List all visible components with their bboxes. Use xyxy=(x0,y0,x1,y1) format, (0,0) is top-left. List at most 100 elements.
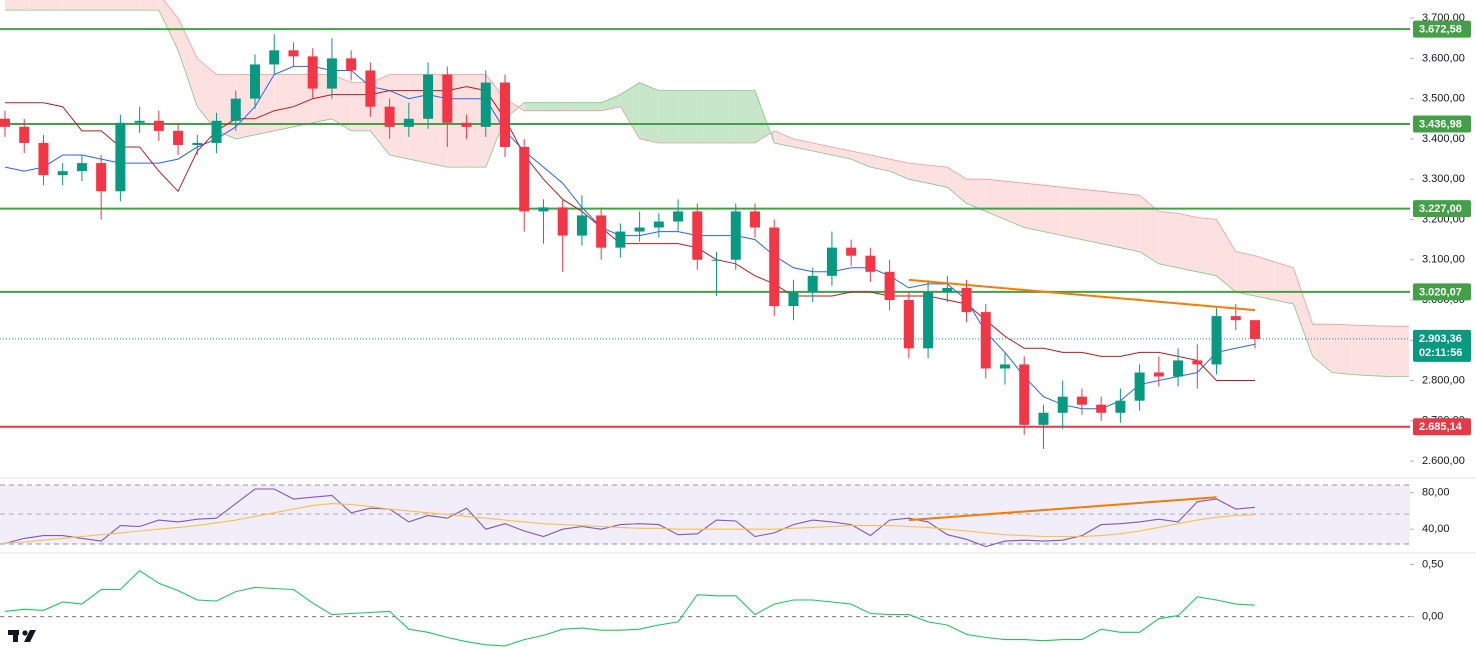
candle-body xyxy=(461,122,472,127)
candle-body xyxy=(538,207,549,212)
level-label-box xyxy=(1413,115,1471,133)
cloud-fill xyxy=(1197,217,1217,276)
cloud-fill xyxy=(1158,211,1179,268)
cloud-fill xyxy=(928,165,948,188)
candle-body xyxy=(942,287,953,292)
candle-body xyxy=(96,163,107,192)
series-line xyxy=(4,503,1256,544)
candle-body xyxy=(1153,372,1164,377)
cloud-fill xyxy=(120,0,140,11)
candle-body xyxy=(38,142,49,176)
candle-body xyxy=(57,171,68,176)
cloud-fill xyxy=(101,0,121,11)
cloud-fill xyxy=(1370,325,1390,377)
candle-body xyxy=(346,58,357,71)
cloud-fill xyxy=(581,102,602,111)
tradingview-logo xyxy=(8,630,36,642)
candle-body xyxy=(1192,360,1203,365)
candle-body xyxy=(769,227,780,307)
cloud-fill xyxy=(562,102,582,111)
candle-body xyxy=(1057,396,1068,413)
cloud-fill xyxy=(1024,183,1044,232)
cloud-fill xyxy=(601,94,621,111)
level-label-box xyxy=(1413,200,1471,218)
candle-body xyxy=(788,291,799,307)
candle-body xyxy=(365,70,376,107)
level-label-box xyxy=(1413,418,1471,436)
series-line xyxy=(4,488,1256,548)
cloud-fill xyxy=(812,142,832,156)
candle-body xyxy=(653,221,664,228)
cloud-fill xyxy=(1178,213,1198,272)
candle-body xyxy=(1115,400,1126,413)
cloud-fill xyxy=(389,74,409,160)
candle-body xyxy=(961,287,972,313)
candle-body xyxy=(1230,316,1241,321)
cloud-fill xyxy=(62,0,82,11)
cloud-fill xyxy=(1235,251,1255,296)
cloud-fill xyxy=(274,74,294,131)
cloud-fill xyxy=(1351,324,1371,376)
cloud-fill xyxy=(1120,193,1140,252)
cloud-fill xyxy=(697,90,717,143)
cloud-fill xyxy=(908,163,929,184)
y-tick-label: 0,50 xyxy=(1422,558,1443,570)
candle-body xyxy=(596,215,607,248)
cloud-fill xyxy=(678,90,698,143)
candle-body xyxy=(153,120,164,131)
level-label: 3.672,58 xyxy=(1419,24,1462,36)
candle-body xyxy=(442,74,453,123)
candle-body xyxy=(192,142,203,145)
cloud-fill xyxy=(1062,187,1082,240)
cloud-fill xyxy=(43,0,63,11)
y-tick-label: 80,00 xyxy=(1422,487,1450,499)
trendline xyxy=(908,496,1217,522)
cloud-fill xyxy=(639,82,659,143)
candle-body xyxy=(19,126,30,143)
cloud-fill xyxy=(985,179,1005,220)
level-label: 2.685,14 xyxy=(1419,421,1463,433)
level-label: 3.020,07 xyxy=(1419,286,1462,298)
candle-body xyxy=(576,215,587,236)
candle-body xyxy=(1019,364,1030,425)
cloud-fill xyxy=(5,0,25,11)
y-tick-label: 3.500,00 xyxy=(1422,93,1465,105)
candle-body xyxy=(1211,316,1222,365)
candle-body xyxy=(288,50,299,57)
cloud-fill xyxy=(870,155,890,172)
cloud-fill xyxy=(1216,219,1236,292)
candle-body xyxy=(250,64,260,99)
y-tick-label: 2.600,00 xyxy=(1422,455,1465,467)
candle-body xyxy=(1000,364,1010,369)
level-label-box xyxy=(1413,20,1471,38)
countdown-label: 02:11:56 xyxy=(1419,347,1462,359)
y-tick-label: 3.100,00 xyxy=(1422,254,1465,266)
level-label: 3.227,00 xyxy=(1419,203,1462,215)
candle-body xyxy=(1173,360,1184,377)
cloud-fill xyxy=(1139,195,1159,264)
level-label-box xyxy=(1413,283,1471,301)
candle-body xyxy=(384,106,395,127)
cloud-fill xyxy=(966,179,986,212)
candle-body xyxy=(0,118,10,127)
cloud-fill xyxy=(947,167,967,204)
cloud-fill xyxy=(1101,191,1121,248)
candle-body xyxy=(634,227,645,232)
y-tick-label: 3.600,00 xyxy=(1422,52,1465,64)
cloud-fill xyxy=(158,0,179,51)
y-tick-label: 2.800,00 xyxy=(1422,374,1465,386)
candle-body xyxy=(326,58,337,89)
last-price-box xyxy=(1413,329,1471,362)
candle-body xyxy=(269,50,280,65)
cloud-fill xyxy=(543,102,563,111)
candle-body xyxy=(557,207,568,236)
y-tick-label: 3.400,00 xyxy=(1422,133,1465,145)
candle-body xyxy=(1250,320,1260,339)
candle-body xyxy=(903,300,914,349)
cloud-fill xyxy=(1255,255,1275,301)
last-price-label: 2.903,36 xyxy=(1419,333,1462,345)
candle-body xyxy=(826,247,837,276)
cloud-fill xyxy=(735,90,755,143)
